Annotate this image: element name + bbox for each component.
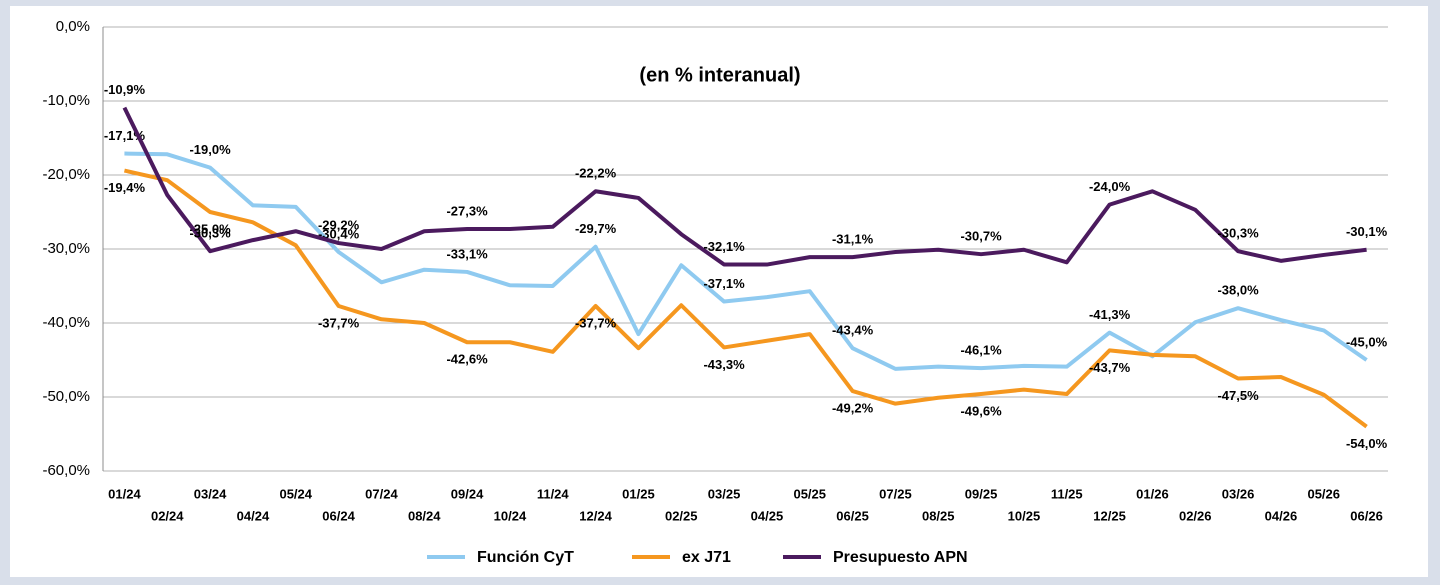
data-label: -29,2%	[318, 218, 360, 233]
x-tick-label: 06/26	[1350, 508, 1383, 523]
x-tick-label: 01/25	[622, 486, 655, 501]
data-label: -19,4%	[104, 180, 146, 195]
data-label: -30,3%	[1217, 226, 1259, 241]
x-tick-label: 11/25	[1051, 486, 1083, 501]
data-label: -25,0%	[189, 221, 231, 236]
data-label: -47,5%	[1217, 388, 1259, 403]
data-label: -29,7%	[575, 221, 617, 236]
x-tick-label: 02/25	[665, 508, 698, 523]
x-tick-label: 09/24	[451, 486, 484, 501]
y-tick-label: -20,0%	[42, 166, 90, 183]
legend-label: ex J71	[682, 549, 731, 566]
data-label: -54,0%	[1346, 436, 1388, 451]
x-tick-label: 10/24	[494, 508, 527, 523]
data-label: -27,3%	[446, 203, 488, 218]
x-tick-label: 05/24	[279, 486, 312, 501]
data-label: -38,0%	[1217, 283, 1259, 298]
x-tick-label: 01/24	[108, 486, 141, 501]
data-label: -42,6%	[446, 352, 488, 367]
x-tick-label: 01/26	[1136, 486, 1169, 501]
series-line	[122, 106, 1367, 267]
series-line	[123, 168, 1368, 429]
x-tick-label: 02/24	[151, 508, 184, 523]
x-tick-label: 12/24	[579, 508, 612, 523]
x-tick-label: 08/24	[408, 508, 441, 523]
x-tick-label: 03/26	[1222, 486, 1255, 501]
chart-panel: (en % interanual) -60,0% -50,0% -40,0% -30,…	[10, 6, 1428, 577]
x-tick-label: 02/26	[1179, 508, 1212, 523]
x-tick-label: 03/24	[194, 486, 227, 501]
y-tick-label: -60,0%	[42, 462, 90, 479]
x-tick-label: 10/25	[1008, 508, 1041, 523]
y-tick-label: -30,0%	[42, 240, 90, 257]
data-label: -37,1%	[703, 276, 745, 291]
x-tick-label: 03/25	[708, 486, 741, 501]
data-label: -45,0%	[1346, 334, 1388, 349]
data-label: -49,2%	[832, 401, 874, 416]
data-label: -30,4%	[318, 226, 360, 241]
x-tick-label: 11/24	[537, 486, 570, 501]
data-label: -46,1%	[960, 343, 1002, 358]
data-label: -31,1%	[832, 232, 874, 247]
data-label: -22,2%	[575, 166, 617, 181]
x-tick-label: 12/25	[1093, 508, 1126, 523]
data-label: -37,7%	[575, 315, 617, 330]
x-tick-label: 06/24	[322, 508, 355, 523]
x-tick-label: 04/26	[1265, 508, 1298, 523]
y-tick-label: -40,0%	[42, 314, 90, 331]
series-line	[124, 151, 1368, 371]
x-tick-label: 04/24	[237, 508, 270, 523]
data-label: -43,7%	[1089, 360, 1131, 375]
x-tick-label: 07/25	[879, 486, 912, 501]
data-label: -41,3%	[1089, 307, 1131, 322]
y-tick-label: 0,0%	[56, 18, 90, 35]
data-label: -19,0%	[189, 142, 231, 157]
legend-label: Función CyT	[477, 549, 574, 566]
x-tick-label: 08/25	[922, 508, 955, 523]
x-tick-label: 06/25	[836, 508, 869, 523]
data-label: -32,1%	[703, 239, 745, 254]
y-tick-label: -10,0%	[42, 92, 90, 109]
y-tick-label: -50,0%	[42, 388, 90, 405]
data-label: -30,7%	[960, 229, 1002, 244]
data-label: -30,1%	[1346, 224, 1388, 239]
data-label: -33,1%	[446, 246, 488, 261]
data-label: -24,0%	[1089, 179, 1131, 194]
data-label: -10,9%	[104, 82, 146, 97]
data-label: -43,4%	[832, 323, 874, 338]
legend-label: Presupuesto APN	[833, 549, 968, 566]
chart: (en % interanual) -60,0% -50,0% -40,0% -30,…	[42, 18, 1388, 566]
data-label: -37,7%	[318, 315, 360, 330]
x-tick-label: 04/25	[751, 508, 784, 523]
x-tick-label: 05/25	[793, 486, 826, 501]
data-label: -49,6%	[960, 403, 1002, 418]
chart-title: (en % interanual)	[639, 64, 800, 86]
x-tick-label: 07/24	[365, 486, 398, 501]
x-tick-label: 05/26	[1307, 486, 1340, 501]
x-tick-label: 09/25	[965, 486, 998, 501]
data-label: -30,3%	[189, 226, 231, 241]
data-label: -43,3%	[703, 357, 745, 372]
